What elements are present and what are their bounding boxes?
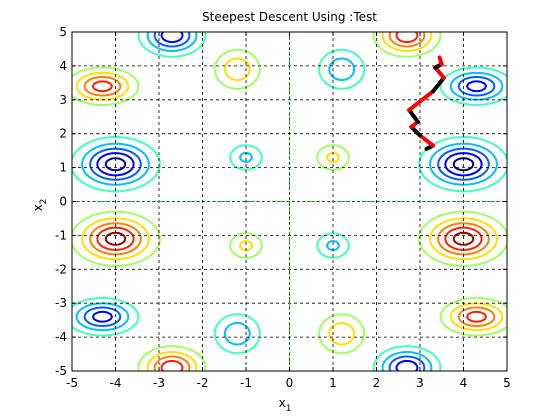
y-tick-label-3: -2 bbox=[55, 262, 67, 276]
path-segment-10 bbox=[437, 55, 444, 67]
path-segment-2 bbox=[418, 133, 436, 148]
contour-level-7 bbox=[75, 32, 504, 371]
contour-level-2 bbox=[91, 32, 488, 371]
y-tick-label-10: 5 bbox=[59, 25, 67, 39]
contour-level-1 bbox=[104, 157, 475, 172]
contour-level-9 bbox=[91, 32, 488, 371]
y-tick-label-7: 2 bbox=[59, 127, 67, 141]
x-tick-label-2: -3 bbox=[153, 376, 165, 390]
x-tick-label-6: 1 bbox=[329, 376, 337, 390]
x-tick-label-0: -5 bbox=[66, 376, 78, 390]
y-axis-label: x2 bbox=[31, 199, 49, 212]
y-tick-label-6: 1 bbox=[59, 161, 67, 175]
x-tick-label-1: -4 bbox=[110, 376, 122, 390]
x-tick-label-5: 0 bbox=[286, 376, 294, 390]
contour-level-3 bbox=[83, 32, 496, 371]
axis-ticks bbox=[71, 31, 508, 372]
x-tick-labels: -5 -4 -3 -2 -1 0 1 2 3 4 5 bbox=[66, 376, 511, 390]
path-segment-7 bbox=[431, 75, 446, 94]
y-axis-label-sub: 2 bbox=[39, 199, 49, 205]
contour-level-6 bbox=[72, 32, 507, 371]
contour-level-4 bbox=[75, 32, 504, 371]
x-tick-label-7: 2 bbox=[373, 376, 381, 390]
path-segment-8 bbox=[433, 65, 446, 80]
x-tick-label-4: -1 bbox=[240, 376, 252, 390]
y-tick-label-2: -3 bbox=[55, 296, 67, 310]
y-tick-label-5: 0 bbox=[59, 195, 67, 209]
x-tick-label-10: 5 bbox=[503, 376, 511, 390]
x-tick-label-3: -2 bbox=[197, 376, 209, 390]
y-tick-label-0: -5 bbox=[55, 364, 67, 378]
contour-level-5 bbox=[72, 32, 507, 371]
path-segment-5 bbox=[407, 107, 420, 124]
x-axis-label: x1 bbox=[279, 396, 292, 414]
path-segment-3 bbox=[409, 124, 422, 138]
x-tick-label-9: 4 bbox=[460, 376, 468, 390]
contour-level-8 bbox=[83, 32, 496, 371]
y-axis-label-base: x bbox=[31, 204, 45, 211]
y-tick-labels: -5 -4 -3 -2 -1 0 1 2 3 4 5 bbox=[55, 25, 67, 378]
zero-axis-lines bbox=[72, 32, 507, 371]
y-tick-label-9: 4 bbox=[59, 59, 67, 73]
y-tick-label-8: 3 bbox=[59, 93, 67, 107]
chart-title: Steepest Descent Using :Test bbox=[202, 10, 377, 24]
contour-lines bbox=[72, 32, 507, 371]
x-axis-label-sub: 1 bbox=[286, 404, 292, 414]
path-segment-6 bbox=[407, 89, 436, 112]
descent-path bbox=[407, 55, 446, 151]
x-tick-label-8: 3 bbox=[416, 376, 424, 390]
x-axis-label-base: x bbox=[279, 396, 286, 410]
contour-level-10 bbox=[104, 231, 475, 246]
y-tick-label-4: -1 bbox=[55, 228, 67, 242]
y-tick-label-1: -4 bbox=[55, 330, 67, 344]
